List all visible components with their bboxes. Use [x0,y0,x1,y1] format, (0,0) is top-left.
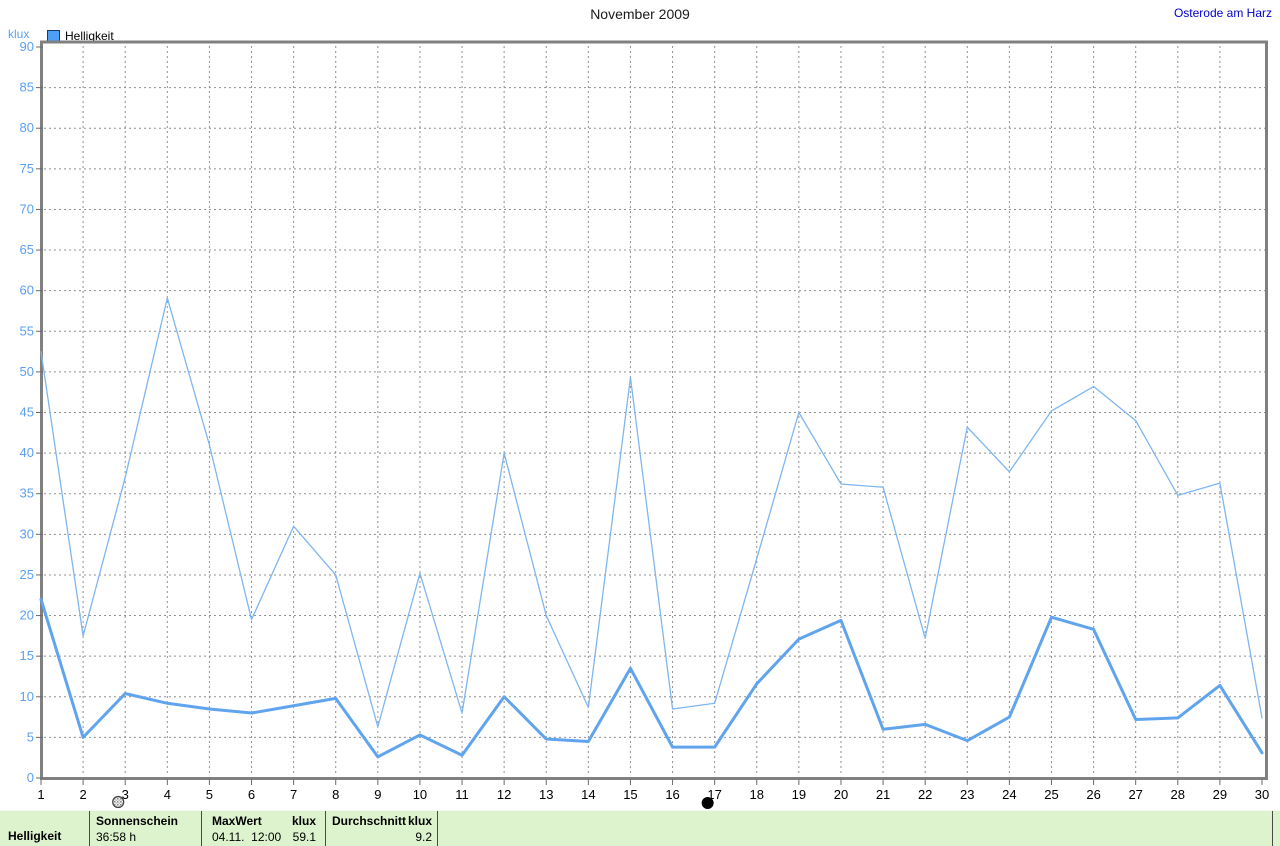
table-divider [201,811,202,846]
y-tick-label: 25 [20,567,34,582]
y-tick-label: 40 [20,445,34,460]
average-header: Durchschnitt klux [332,814,432,828]
x-tick-label: 26 [1086,787,1100,802]
sunshine-value: 36:58 h [96,830,137,844]
table-divider [325,811,326,846]
average-header-label: Durchschnitt [332,814,407,828]
x-tick-label: 16 [665,787,679,802]
x-tick-label: 9 [374,787,381,802]
average-value: 9.2 [415,830,432,844]
x-tick-label: 4 [164,787,171,802]
x-tick-label: 22 [918,787,932,802]
y-tick-label: 80 [20,120,34,135]
y-tick-label: 55 [20,323,34,338]
sunshine-header: Sonnenschein [96,814,179,828]
x-tick-label: 21 [876,787,890,802]
y-tick-label: 15 [20,648,34,663]
x-tick-label: 6 [248,787,255,802]
full-moon-icon [112,795,125,809]
x-tick-label: 2 [79,787,86,802]
table-row-label: Helligkeit [8,829,62,843]
x-tick-label: 28 [1171,787,1185,802]
x-tick-label: 3 [122,787,129,802]
y-tick-label: 45 [20,405,34,420]
x-tick-label: 23 [960,787,974,802]
x-tick-label: 13 [539,787,553,802]
summary-table: Helligkeit Sonnenschein 36:58 h MaxWert … [0,810,1280,846]
x-tick-label: 20 [834,787,848,802]
table-divider [1272,811,1273,846]
series-line-thick [39,597,1264,759]
x-tick-label: 30 [1255,787,1269,802]
x-tick-label: 24 [1002,787,1016,802]
chart-legend: Helligkeit [47,29,114,43]
y-tick-label: 65 [20,242,34,257]
maxvalue-header-unit: klux [291,814,316,828]
y-tick-label: 70 [20,201,34,216]
y-axis-unit-label: klux [8,27,30,41]
table-divider [89,811,90,846]
y-tick-label: 0 [27,770,34,785]
legend-label: Helligkeit [65,29,114,43]
y-tick-label: 75 [20,161,34,176]
x-tick-label: 10 [413,787,427,802]
y-tick-label: 90 [20,39,34,54]
y-tick-label: 30 [20,526,34,541]
y-tick-label: 50 [20,364,34,379]
maxvalue-header-label: MaxWert [212,814,262,828]
y-tick-label: 5 [27,729,34,744]
y-tick-label: 20 [20,608,34,623]
x-tick-label: 25 [1044,787,1058,802]
location-label: Osterode am Harz [1173,6,1272,20]
y-tick-label: 10 [20,689,34,704]
new-moon-icon [701,797,714,809]
x-tick-label: 15 [623,787,637,802]
maxvalue-value: 04.11. 12:00 59.1 [212,830,316,844]
maxvalue-timestamp: 04.11. 12:00 [212,830,282,844]
x-tick-label: 19 [792,787,806,802]
x-tick-label: 8 [332,787,339,802]
y-tick-label: 85 [20,80,34,95]
y-tick-label: 35 [20,486,34,501]
series-line-thin [40,297,1263,728]
x-tick-label: 14 [581,787,595,802]
x-tick-label: 29 [1213,787,1227,802]
maxvalue-header: MaxWert klux [212,814,316,828]
x-tick-label: 1 [37,787,44,802]
average-header-unit: klux [407,814,432,828]
x-tick-label: 12 [497,787,511,802]
y-tick-label: 60 [20,283,34,298]
table-divider [437,811,438,846]
x-tick-label: 18 [750,787,764,802]
x-tick-label: 11 [455,787,469,802]
page-title: November 2009 [590,6,690,22]
x-tick-label: 27 [1128,787,1142,802]
x-tick-label: 7 [290,787,297,802]
maxvalue-number: 59.1 [292,830,316,844]
x-tick-label: 5 [206,787,213,802]
